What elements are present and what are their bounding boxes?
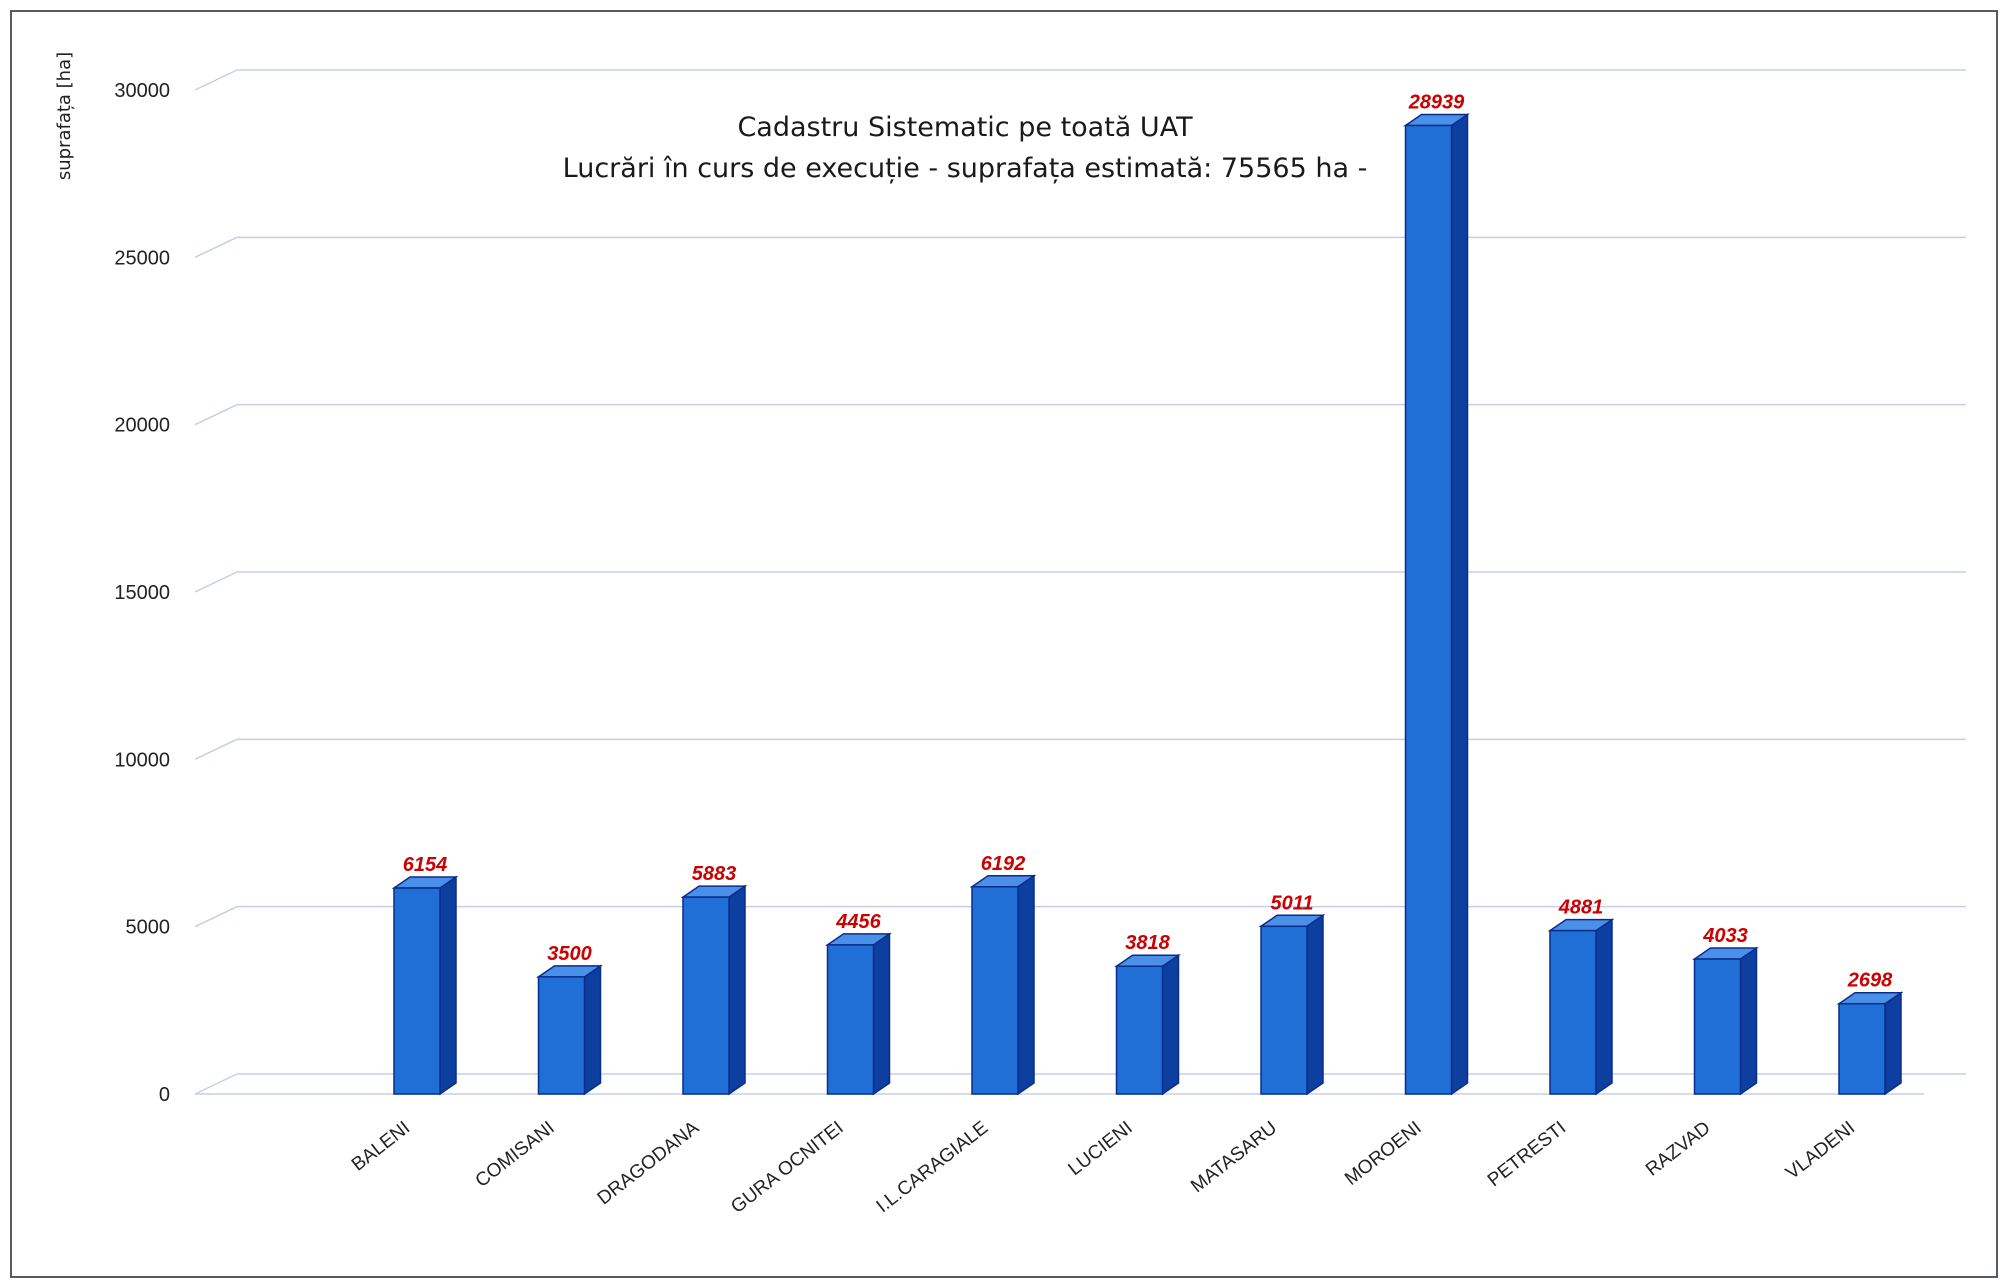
gridline-depth [194,69,238,91]
chart-frame: 0 5000 10000 15000 20000 25000 30000 6154 BALEN… [10,10,1998,1278]
bar-razvad [1692,946,1759,1096]
bar-chart: 0 5000 10000 15000 20000 25000 30000 6154 BALEN… [54,52,1966,1218]
gridline-depth [194,738,238,761]
bar-i-l-caragiale [969,874,1037,1096]
bar-front [1260,925,1308,1095]
y-tick-label: 15000 [114,582,170,604]
bar-front [826,944,875,1095]
category-label: BALENI [348,1117,414,1175]
y-axis-label: suprafața [ha] [54,52,75,180]
gridline-depth [194,571,238,593]
y-tick-label: 10000 [114,749,170,771]
bar-petresti [1547,918,1615,1096]
category-label: MOROENI [1341,1117,1425,1189]
value-label: 4456 [835,911,881,933]
bar-comisani [536,964,603,1096]
bar-front [393,887,441,1095]
bars-layer [391,113,1904,1096]
value-label: 4881 [1558,897,1604,919]
category-label: COMISANI [472,1117,559,1191]
bar-side [1161,953,1180,1096]
bar-side [728,884,746,1096]
bar-side [439,875,457,1096]
bar-front [1404,124,1453,1095]
bar-side [1017,874,1035,1096]
category-label: I.L.CARAGIALE [873,1117,992,1217]
gridline-depth [194,1073,238,1095]
bar-side [1739,946,1758,1096]
value-label: 5883 [692,863,737,885]
y-tick-label: 20000 [114,415,170,437]
value-label: 3500 [547,943,592,965]
y-tick-label: 25000 [114,247,170,269]
bar-side [1595,918,1613,1096]
bar-front [537,976,586,1095]
value-label: 3818 [1125,932,1170,954]
value-label: 6154 [403,854,448,876]
y-tick-label: 5000 [126,917,171,939]
value-label: 6192 [981,853,1026,875]
category-label: MATASARU [1187,1117,1281,1197]
value-label: 5011 [1270,892,1313,914]
bar-lucieni [1114,953,1181,1096]
bar-front [1115,965,1164,1095]
grid-layer [194,69,1966,1095]
category-label: LUCIENI [1065,1117,1137,1180]
bar-dragodana [680,884,748,1096]
bar-moroeni [1403,113,1470,1096]
y-tick-label: 30000 [114,80,170,102]
bar-baleni [391,875,459,1096]
chart-title-line-1: Cadastru Sistematic pe toată UAT [737,112,1193,143]
bar-front [682,896,730,1095]
category-label: GURA OCNITEI [727,1117,847,1217]
chart-title-line-2: Lucrări în curs de execuție - suprafața … [563,153,1368,184]
value-label: 4033 [1702,925,1748,947]
bar-matasaru [1258,913,1326,1096]
gridline-depth [194,236,238,259]
category-label: PETRESTI [1484,1117,1570,1191]
bar-side [1450,113,1469,1096]
y-axis: 0 5000 10000 15000 20000 25000 30000 [114,80,170,1106]
bar-side [872,932,891,1096]
bar-side [1306,913,1324,1096]
bar-front [1693,958,1742,1095]
bar-front [1838,1002,1886,1095]
bar-vladeni [1836,991,1904,1096]
gridline-depth [194,403,238,426]
bar-front [971,886,1019,1095]
category-label: DRAGODANA [594,1117,704,1209]
value-label: 28939 [1408,92,1465,114]
y-tick-label: 0 [159,1084,170,1106]
category-label: VLADENI [1782,1117,1859,1184]
bar-side [583,964,602,1096]
value-label: 2698 [1847,970,1893,992]
gridline-depth [194,905,238,928]
category-label: RAZVAD [1642,1117,1715,1180]
bar-side [1884,991,1902,1096]
bar-gura-ocnitei [825,932,892,1096]
bar-front [1549,929,1597,1095]
